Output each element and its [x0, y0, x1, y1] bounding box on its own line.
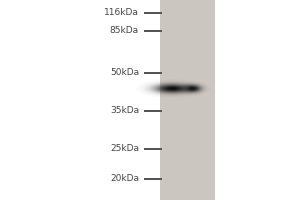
Text: 20kDa: 20kDa — [110, 174, 139, 183]
Text: 25kDa: 25kDa — [110, 144, 139, 153]
Text: 85kDa: 85kDa — [110, 26, 139, 35]
Text: 50kDa: 50kDa — [110, 68, 139, 77]
Text: 116kDa: 116kDa — [104, 8, 139, 17]
Text: 35kDa: 35kDa — [110, 106, 139, 115]
